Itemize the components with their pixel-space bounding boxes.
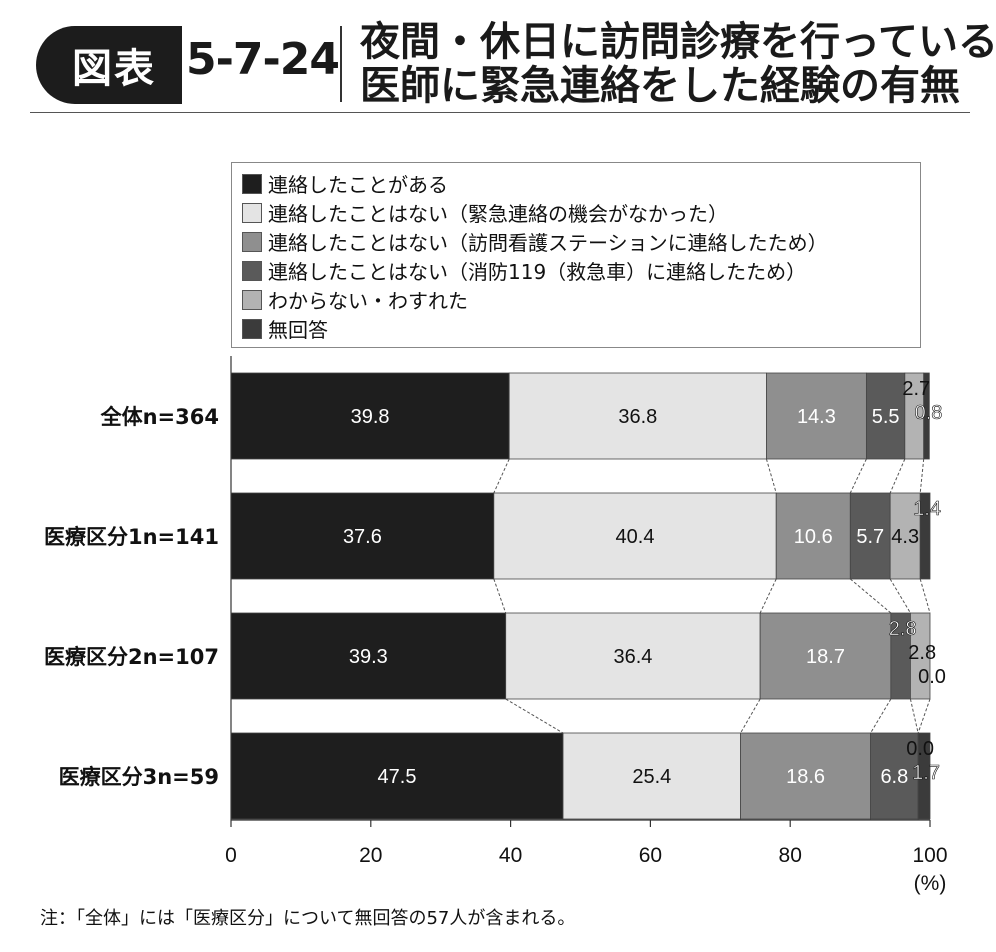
data-label: 40.4 xyxy=(616,526,655,548)
bar-segment xyxy=(923,372,930,460)
connector-line xyxy=(909,698,919,734)
figure-label-badge: 図表 xyxy=(36,26,182,104)
title-line-2: 医師に緊急連絡をした経験の有無 xyxy=(360,63,960,109)
connector-line xyxy=(740,698,761,734)
legend-swatch xyxy=(242,173,262,194)
x-tick-label: 20 xyxy=(359,844,382,867)
connector-line xyxy=(919,458,925,494)
data-label: 1.7 xyxy=(912,762,940,784)
legend-label: 連絡したことはない（緊急連絡の機会がなかった） xyxy=(268,202,728,226)
bar-segment xyxy=(775,492,851,580)
legend-label: 無回答 xyxy=(268,318,328,342)
bar-segment xyxy=(230,492,495,580)
legend-swatch xyxy=(242,318,262,339)
bar-segment xyxy=(870,732,919,820)
legend-item: 無回答 xyxy=(242,314,910,343)
category-label: 全体n=364 xyxy=(100,405,219,429)
connector-line xyxy=(759,578,777,614)
data-label: 39.3 xyxy=(349,646,388,668)
data-label: 0.0 xyxy=(906,738,934,760)
bar-segment xyxy=(849,492,891,580)
data-label: 18.6 xyxy=(786,766,825,788)
legend-label: わからない・わすれた xyxy=(268,289,468,313)
legend-item: 連絡したことはない（緊急連絡の機会がなかった） xyxy=(242,198,910,227)
bar-segment xyxy=(230,612,507,700)
category-label: 医療区分1n=141 xyxy=(44,525,219,549)
x-tick-label: 100 xyxy=(912,844,947,867)
category-label: 医療区分3n=59 xyxy=(59,765,219,789)
legend-item: 連絡したことがある xyxy=(242,169,910,198)
connector-line xyxy=(917,698,931,734)
bar-segment xyxy=(889,492,921,580)
legend-item: 連絡したことはない（訪問看護ステーションに連絡したため） xyxy=(242,227,910,256)
data-label: 4.3 xyxy=(891,526,919,548)
connector-line xyxy=(765,458,777,494)
x-tick-label: 0 xyxy=(225,844,237,867)
x-tick-label: 40 xyxy=(499,844,522,867)
data-label: 6.8 xyxy=(880,766,908,788)
title-separator xyxy=(340,26,342,102)
connector-line xyxy=(889,578,911,614)
bar-segment xyxy=(562,732,741,820)
data-label: 0.8 xyxy=(915,402,943,424)
chart-legend: 連絡したことがある 連絡したことはない（緊急連絡の機会がなかった） 連絡したこと… xyxy=(231,162,921,348)
data-label: 5.5 xyxy=(872,406,900,428)
title-line-1: 夜間・休日に訪問診療を行っている xyxy=(360,19,996,65)
connector-line xyxy=(889,458,906,494)
data-label: 18.7 xyxy=(806,646,845,668)
legend-item: 連絡したことはない（消防119（救急車）に連絡したため） xyxy=(242,256,910,285)
legend-swatch xyxy=(242,260,262,281)
legend-label: 連絡したことはない（訪問看護ステーションに連絡したため） xyxy=(268,231,828,255)
bar-segment xyxy=(505,612,761,700)
connector-line xyxy=(919,578,931,614)
data-label: 2.7 xyxy=(902,378,930,400)
data-label: 39.8 xyxy=(351,406,390,428)
data-label: 47.5 xyxy=(378,766,417,788)
legend-swatch xyxy=(242,202,262,223)
category-label: 医療区分2n=107 xyxy=(44,645,219,669)
data-label: 5.7 xyxy=(856,526,884,548)
data-label: 2.8 xyxy=(889,618,917,640)
data-label: 36.8 xyxy=(618,406,657,428)
header-rule xyxy=(30,112,970,113)
stacked-bar-chart: 0 20 40 60 80 100 (%) 全体n=364 39.8 36.8 14.3 5.52.7… xyxy=(44,356,948,895)
data-label: 37.6 xyxy=(343,526,382,548)
legend-label: 連絡したことがある xyxy=(268,173,448,197)
legend-label: 連絡したことはない（消防119（救急車）に連絡したため） xyxy=(268,260,807,284)
data-label: 0.0 xyxy=(918,666,946,688)
data-label: 1.4 xyxy=(913,498,941,520)
data-label: 36.4 xyxy=(613,646,652,668)
legend-swatch xyxy=(242,231,262,252)
figure-title: 夜間・休日に訪問診療を行っている 医師に緊急連絡をした経験の有無 xyxy=(360,19,996,109)
bar-segment xyxy=(910,612,931,700)
bar-segment xyxy=(230,372,510,460)
figure-header: 図表 5-7-24 夜間・休日に訪問診療を行っている 医師に緊急連絡をした経験の… xyxy=(0,0,996,113)
bar-segment xyxy=(508,372,767,460)
bar-segment xyxy=(766,372,867,460)
bar-segment xyxy=(919,492,931,580)
connector-line xyxy=(493,578,507,614)
legend-item: わからない・わすれた xyxy=(242,285,910,314)
x-tick-label: 60 xyxy=(639,844,662,867)
bar-segment xyxy=(759,612,892,700)
figure-number: 5-7-24 xyxy=(186,34,340,85)
connector-line xyxy=(849,458,867,494)
bar-segment xyxy=(917,732,931,820)
footnote: 注：「全体」には「医療区分」について無回答の57人が含まれる。 xyxy=(40,908,576,929)
data-label: 25.4 xyxy=(632,766,671,788)
data-label: 10.6 xyxy=(794,526,833,548)
data-label: 14.3 xyxy=(797,406,836,428)
connector-line xyxy=(870,698,892,734)
legend-swatch xyxy=(242,289,262,310)
x-axis-unit: (%) xyxy=(914,872,947,895)
bar-segment xyxy=(230,732,564,820)
connector-line xyxy=(849,578,892,614)
connector-line xyxy=(493,458,510,494)
connector-line xyxy=(505,698,564,734)
bar-segment xyxy=(740,732,871,820)
data-label: 2.8 xyxy=(908,642,936,664)
figure-label: 図表 xyxy=(72,46,156,92)
x-tick-label: 80 xyxy=(779,844,802,867)
